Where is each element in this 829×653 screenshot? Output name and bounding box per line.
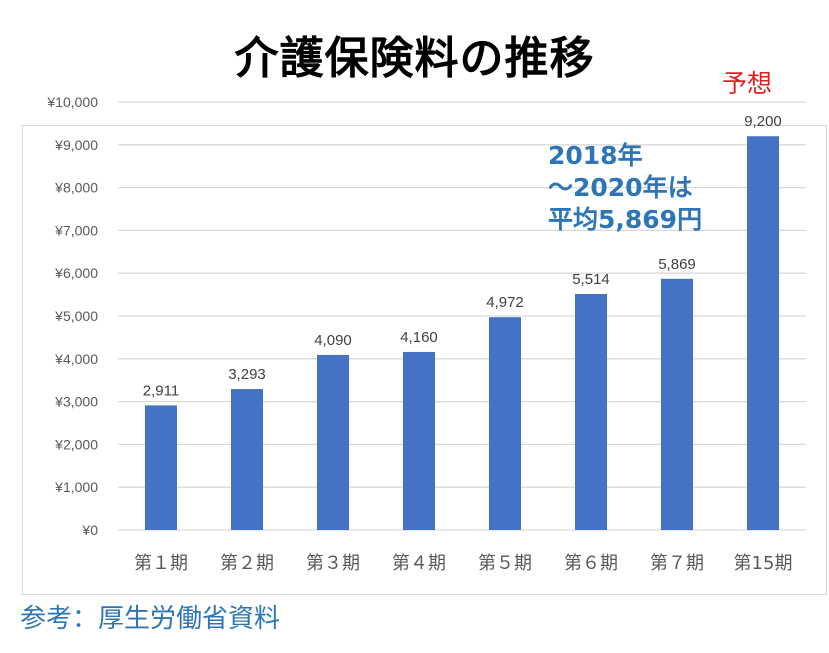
y-tick-label: ¥0 [81,522,98,538]
x-tick-label: 第６期 [564,553,618,574]
data-label: 4,090 [314,332,352,349]
data-label: 3,293 [228,366,266,383]
x-tick-label: 第４期 [392,553,446,574]
data-label: 9,200 [744,113,782,130]
y-tick-label: ¥2,000 [54,436,98,452]
bar [145,405,177,530]
y-tick-label: ¥3,000 [54,394,98,410]
y-tick-label: ¥6,000 [54,265,98,281]
note-line: 平均5,869円 [548,205,703,234]
note-line: ～2020年は [548,173,693,202]
bar [661,278,693,530]
chart-frame [22,125,827,595]
chart-title: 介護保険料の推移 [234,33,595,84]
y-tick-label: ¥7,000 [54,222,98,238]
data-label: 2,911 [143,382,179,399]
bar [317,354,349,530]
note-line: 2018年 [548,141,643,170]
y-tick-label: ¥4,000 [54,351,98,367]
average-note: 2018年 ～2020年は 平均5,869円 [548,140,702,236]
data-label: 4,160 [400,329,438,346]
bar [489,317,521,530]
data-label: 4,972 [486,294,524,311]
x-tick-label: 第５期 [478,553,532,574]
y-tick-label: ¥9,000 [54,137,98,153]
bar [231,389,263,530]
source-note: 参考：厚生労働省資料 [20,604,281,634]
x-tick-label: 第１期 [134,553,188,574]
x-tick-label: 第２期 [220,553,274,574]
bar [575,294,607,530]
x-tick-label: 第15期 [734,553,793,574]
y-tick-label: ¥1,000 [54,479,98,495]
data-label: 5,514 [572,271,610,288]
y-tick-label: ¥10,000 [46,94,98,110]
x-tick-label: 第３期 [306,553,360,574]
y-tick-label: ¥8,000 [54,180,98,196]
y-tick-label: ¥5,000 [54,308,98,324]
forecast-label: 予想 [722,69,773,98]
bar [403,351,435,530]
data-label: 5,869 [658,256,696,273]
bar [747,136,779,531]
x-tick-label: 第７期 [650,553,704,574]
